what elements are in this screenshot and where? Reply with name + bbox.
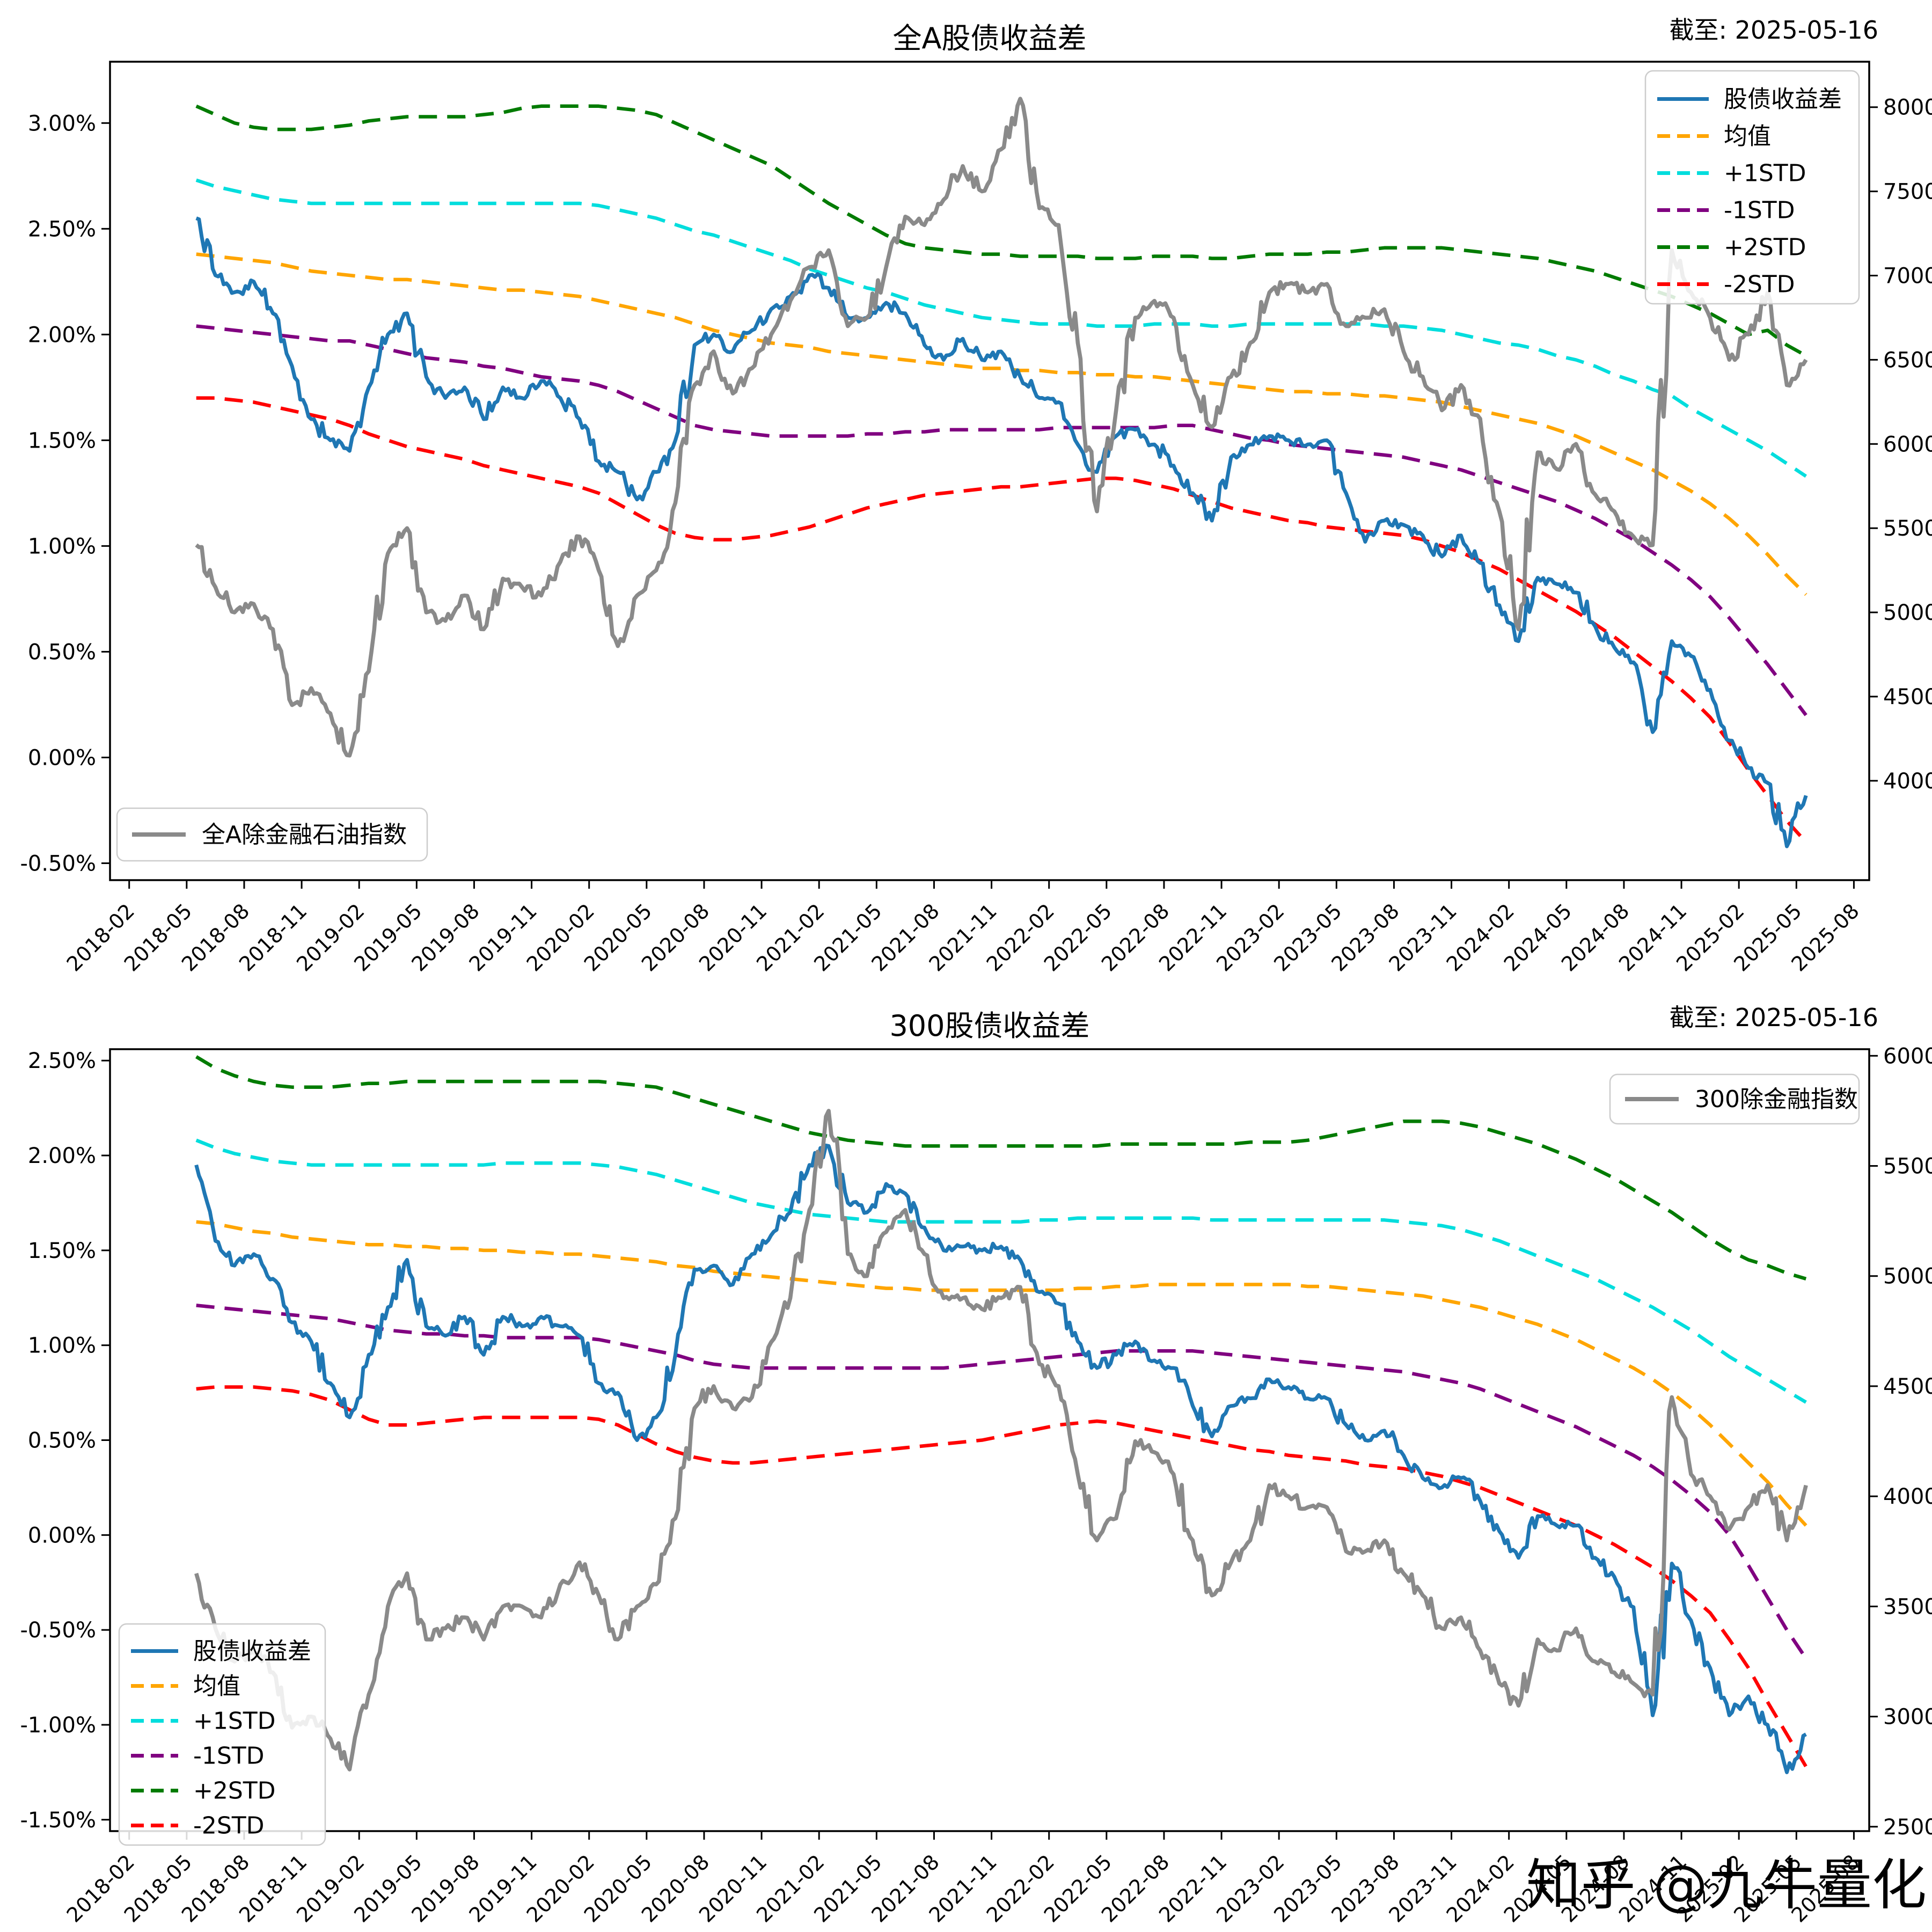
- right-tick-label: 8000: [1883, 96, 1932, 120]
- right-tick-label: 6000: [1883, 1044, 1932, 1069]
- left-tick-label: -0.50%: [20, 851, 96, 876]
- asof-label-top: 截至: 2025-05-16: [1670, 16, 1878, 45]
- left-tick-label: 2.00%: [28, 323, 96, 347]
- left-tick-label: 1.50%: [28, 1239, 96, 1263]
- chart-title-top: 全A股债收益差: [893, 21, 1087, 55]
- left-tick-label: 2.50%: [28, 1049, 96, 1073]
- series-layer: [194, 1055, 1808, 1774]
- legend-label: -2STD: [1724, 271, 1795, 298]
- plot-area-bottom: 2018-022018-052018-082018-112019-022019-…: [20, 1044, 1932, 1927]
- series-index-line: [195, 97, 1808, 758]
- legend-label: -1STD: [1724, 197, 1795, 224]
- series-minus1std-line: [196, 1304, 1807, 1660]
- legend-label: +2STD: [1724, 234, 1806, 261]
- left-tick-label: -1.50%: [20, 1808, 96, 1833]
- right-tick-label: 6500: [1883, 348, 1932, 372]
- legend-label: +2STD: [193, 1777, 276, 1805]
- legend-label: +1STD: [1724, 160, 1806, 187]
- right-tick-label: 2500: [1883, 1815, 1932, 1840]
- series-plus1std-line: [195, 178, 1807, 478]
- legend-label: -2STD: [193, 1812, 265, 1840]
- right-tick-label: 7000: [1883, 264, 1932, 289]
- chart-top-quanA: 2018-022018-052018-082018-112019-022019-…: [20, 16, 1932, 976]
- left-tick-label: -1.00%: [20, 1713, 96, 1738]
- left-tick-label: 0.50%: [28, 1429, 96, 1453]
- series-yield-spread-line: [194, 1143, 1807, 1774]
- left-tick-label: 2.50%: [28, 217, 96, 241]
- legend-label-index: 全A除金融石油指数: [202, 821, 407, 848]
- chart-bottom-300: 2018-022018-052018-082018-112019-022019-…: [20, 1003, 1932, 1927]
- left-tick-label: 1.00%: [28, 534, 96, 559]
- left-tick-label: 1.00%: [28, 1334, 96, 1358]
- left-tick-label: 0.00%: [28, 1523, 96, 1548]
- left-tick-label: 0.00%: [28, 745, 96, 770]
- legend-box: [116, 807, 428, 862]
- left-tick-label: 1.50%: [28, 428, 96, 453]
- series-yield-spread-line: [195, 216, 1808, 848]
- right-tick-label: 5000: [1883, 601, 1932, 625]
- series-minus1std-line: [196, 324, 1807, 716]
- series-plus2std-line: [195, 104, 1807, 357]
- right-tick-label: 3000: [1883, 1705, 1932, 1730]
- series-mean-line: [196, 252, 1807, 596]
- series-index-line: [194, 1109, 1808, 1772]
- right-tick-label: 6000: [1883, 432, 1932, 457]
- legend-index: 300除金融指数: [1609, 1073, 1860, 1125]
- right-tick-label: 5500: [1883, 1154, 1932, 1179]
- legend-label: +1STD: [193, 1708, 276, 1735]
- asof-label-bottom: 截至: 2025-05-16: [1670, 1003, 1878, 1032]
- series-minus2std-line: [196, 1385, 1807, 1768]
- left-tick-label: 2.00%: [28, 1144, 96, 1168]
- right-tick-label: 3500: [1883, 1594, 1932, 1619]
- legend-label-index: 300除金融指数: [1695, 1086, 1858, 1113]
- legend-index: 全A除金融石油指数: [116, 807, 428, 862]
- series-mean-line: [196, 1220, 1807, 1527]
- right-tick-label: 4000: [1883, 769, 1932, 794]
- axis-spine: [109, 61, 1870, 881]
- right-tick-label: 4500: [1883, 685, 1932, 709]
- chart-title-bottom: 300股债收益差: [889, 1009, 1089, 1043]
- legend-label: 股债收益差: [193, 1638, 311, 1665]
- watermark: 知乎 @九牛量化: [1526, 1854, 1927, 1918]
- legend-label: 均值: [193, 1673, 240, 1700]
- right-tick-label: 4500: [1883, 1374, 1932, 1399]
- left-tick-label: -0.50%: [20, 1618, 96, 1643]
- left-tick-label: 3.00%: [28, 111, 96, 136]
- series-minus2std-line: [196, 396, 1807, 844]
- legend-box: [1609, 1073, 1860, 1125]
- legend-label: 股债收益差: [1724, 86, 1842, 113]
- right-tick-label: 4000: [1883, 1484, 1932, 1509]
- series-plus1std-line: [195, 1138, 1807, 1404]
- plot-background: [110, 62, 1869, 880]
- legend-label: 均值: [1724, 123, 1771, 150]
- left-tick-label: 0.50%: [28, 640, 96, 664]
- series-layer: [195, 97, 1808, 848]
- legend-label: -1STD: [193, 1743, 265, 1770]
- plot-area-top: 2018-022018-052018-082018-112019-022019-…: [20, 61, 1932, 976]
- right-tick-label: 5000: [1883, 1264, 1932, 1289]
- right-tick-label: 5500: [1883, 516, 1932, 541]
- right-tick-label: 7500: [1883, 180, 1932, 204]
